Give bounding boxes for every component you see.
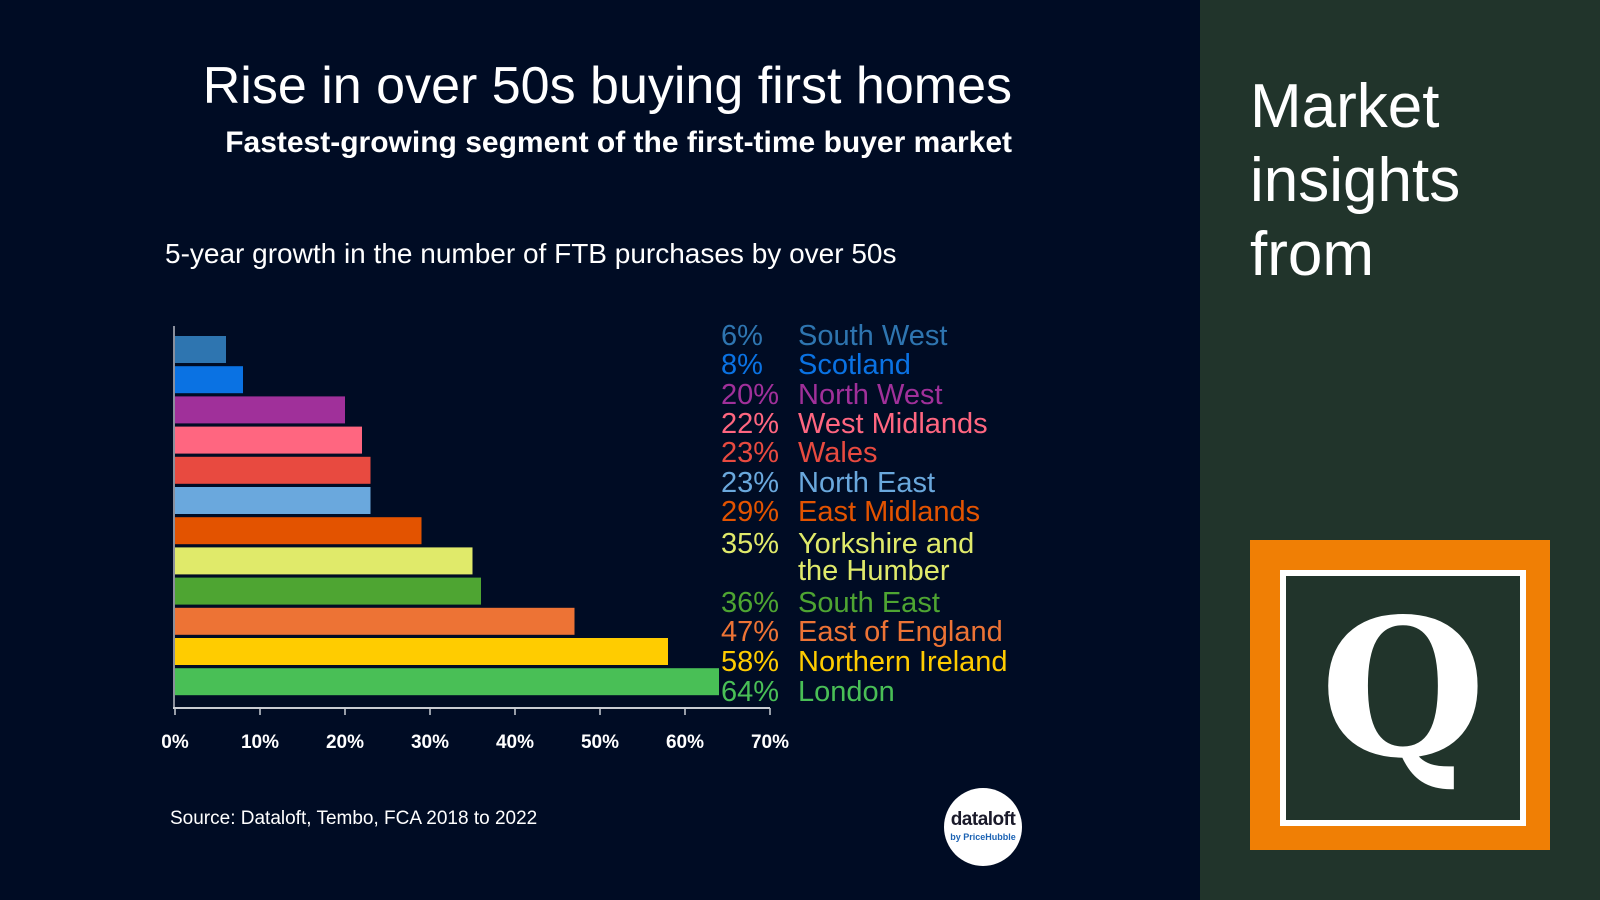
bar-5	[175, 487, 371, 514]
value-label: 36%	[721, 587, 779, 619]
category-label: East of England	[798, 616, 1003, 648]
bar-11	[175, 668, 719, 696]
value-label: 64%	[721, 676, 779, 708]
value-label: 23%	[721, 437, 779, 469]
q-logo-frame: Q	[1280, 570, 1526, 826]
x-tick-label: 0%	[161, 732, 189, 753]
category-label: the Humber	[798, 555, 950, 587]
value-label: 8%	[721, 349, 763, 381]
x-tick-label: 20%	[326, 732, 364, 753]
category-label: Yorkshire and	[798, 528, 974, 560]
q-logo-letter: Q	[1320, 577, 1486, 800]
category-label: Wales	[798, 437, 878, 469]
logo-sub-text: by PriceHubble	[950, 832, 1016, 842]
bar-9	[175, 607, 575, 635]
bar-3	[175, 426, 362, 454]
x-tick-label: 50%	[581, 732, 619, 753]
x-tick-label: 70%	[751, 732, 789, 753]
category-label: South East	[798, 587, 940, 619]
page-subtitle: Fastest-growing segment of the first-tim…	[225, 126, 1012, 159]
bar-2	[175, 396, 345, 424]
x-tick-label: 40%	[496, 732, 534, 753]
category-label: Scotland	[798, 349, 911, 381]
logo-main-text: dataloft	[950, 809, 1016, 830]
q-logo: Q	[1250, 540, 1550, 850]
value-label: 22%	[721, 408, 779, 440]
value-label: 6%	[721, 320, 763, 352]
category-label: Northern Ireland	[798, 646, 1008, 678]
category-label: South West	[798, 320, 947, 352]
value-label: 29%	[721, 496, 779, 528]
source-note: Source: Dataloft, Tembo, FCA 2018 to 202…	[170, 808, 538, 829]
bar-7	[175, 547, 473, 575]
bar-6	[175, 517, 422, 545]
page-title: Rise in over 50s buying first homes	[202, 57, 1012, 115]
value-label: 47%	[721, 616, 779, 648]
value-label: 20%	[721, 379, 779, 411]
bar-0	[175, 336, 226, 363]
value-label: 58%	[721, 646, 779, 678]
side-heading: Market insights from	[1250, 72, 1461, 289]
chart-heading: 5-year growth in the number of FTB purch…	[165, 238, 897, 269]
bar-4	[175, 456, 371, 484]
category-label: North East	[798, 467, 935, 499]
bar-8	[175, 577, 481, 605]
bar-chart: 0% 10% 20% 30% 40% 50% 60% 70% 6% South West 8% Sco…	[161, 320, 1008, 753]
category-label: North West	[798, 379, 943, 411]
x-tick-label: 60%	[666, 732, 704, 753]
category-label: East Midlands	[798, 496, 980, 528]
x-tick-label: 30%	[411, 732, 449, 753]
value-label: 35%	[721, 528, 779, 560]
category-label: West Midlands	[798, 408, 988, 440]
value-label: 23%	[721, 467, 779, 499]
bar-1	[175, 366, 243, 394]
category-label: London	[798, 676, 895, 708]
x-tick-label: 10%	[241, 732, 279, 753]
dataloft-logo: dataloft by PriceHubble	[944, 788, 1022, 866]
bar-10	[175, 638, 668, 665]
